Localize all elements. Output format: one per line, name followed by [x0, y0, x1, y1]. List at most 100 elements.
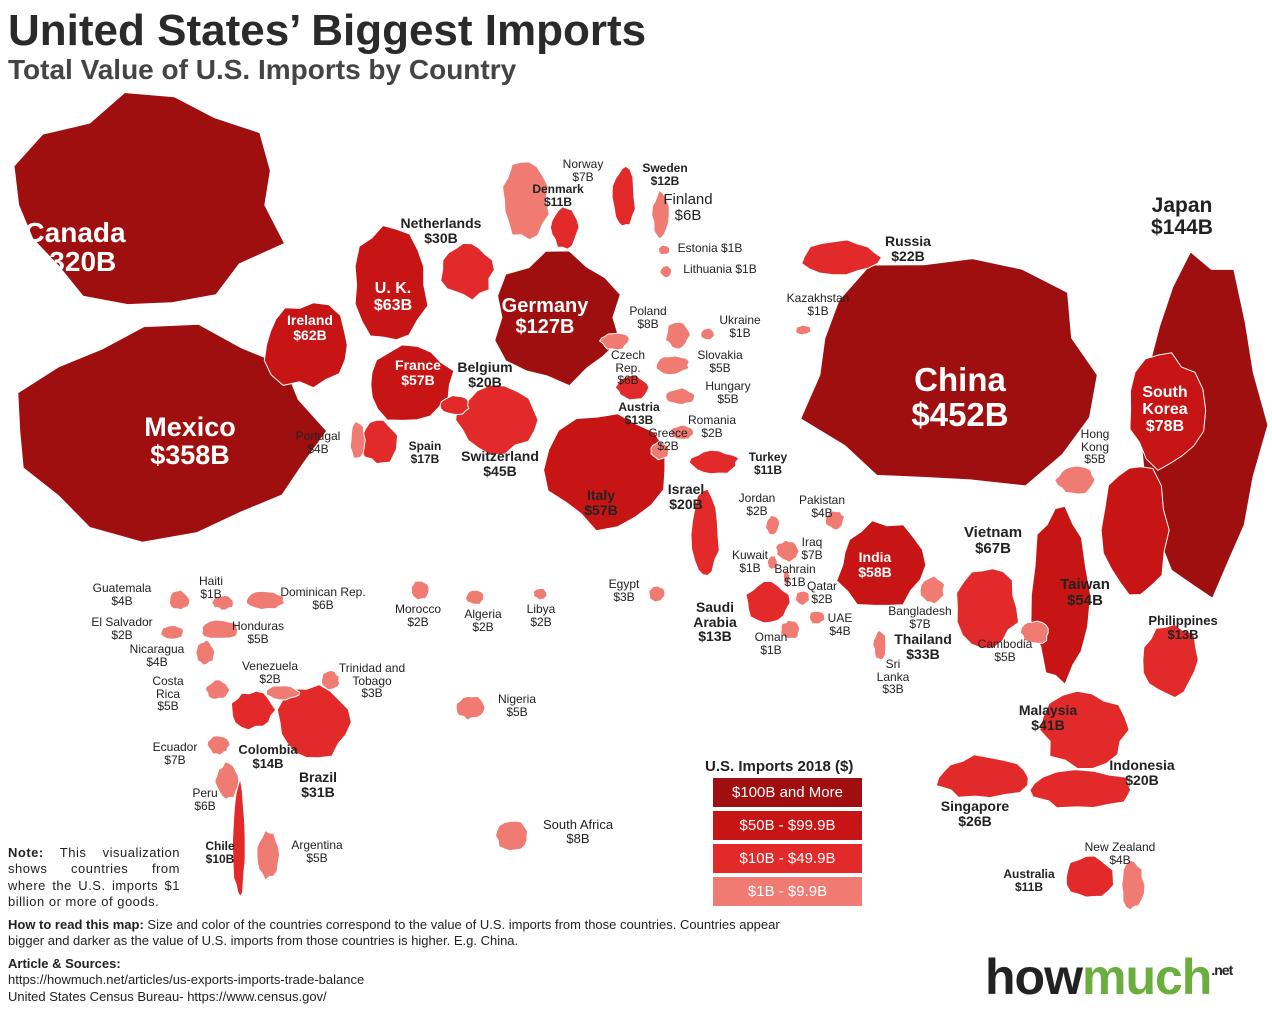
country-shape — [465, 589, 485, 605]
country-label: Thailand $33B — [894, 632, 952, 661]
country-shape — [230, 690, 277, 731]
country-label: Morocco $2B — [395, 603, 441, 628]
country-value: $2B — [746, 503, 768, 518]
country-label: Sri Lanka $3B — [873, 658, 913, 696]
country-label: Spain $17B — [409, 440, 442, 465]
country-label: Mexico $358B — [144, 413, 236, 470]
country-shape — [935, 754, 1029, 799]
country-shape — [766, 555, 779, 571]
country-shape — [824, 510, 846, 531]
country-value: $2B — [811, 591, 833, 606]
country-shape — [648, 585, 666, 603]
country-shape — [354, 224, 429, 341]
country-value: $1B — [729, 325, 751, 340]
country-value: $62B — [293, 326, 327, 343]
country-name: Vietnam — [963, 524, 1023, 541]
country-label: Chile $10B — [205, 840, 234, 865]
country-shape — [1039, 690, 1130, 769]
country-shape — [214, 761, 240, 800]
country-name: Lithuania — [683, 262, 733, 276]
country-shape — [211, 594, 234, 611]
sources-title: Article & Sources: — [8, 956, 121, 971]
country-value: $20B — [468, 373, 502, 390]
country-value: $5B — [717, 391, 739, 406]
country-label: El Salvador $2B — [91, 616, 152, 641]
country-shape — [201, 619, 239, 639]
country-label: Czech Rep. $6B — [603, 349, 653, 387]
country-shape — [1065, 855, 1115, 898]
country-shape — [231, 778, 246, 898]
country-name: Indonesia — [1109, 757, 1175, 773]
country-name: Egypt — [608, 577, 640, 591]
country-label: Portugal $4B — [296, 430, 341, 455]
country-name: Pakistan — [798, 493, 846, 507]
country-label: Finland $6B — [663, 192, 712, 224]
country-label: Costa Rica $5B — [143, 675, 193, 713]
country-shape — [320, 669, 341, 691]
country-name: Iraq — [801, 535, 823, 549]
country-value: $4B — [811, 505, 833, 520]
country-value: $1B — [739, 560, 761, 575]
country-name: Costa Rica — [152, 674, 184, 701]
country-name: Denmark — [532, 182, 584, 196]
legend-item: $100B and More — [713, 778, 862, 807]
country-label: Oman $1B — [755, 631, 788, 656]
source-line: https://howmuch.net/articles/us-exports-… — [8, 972, 365, 988]
country-shape — [774, 539, 800, 563]
country-name: Saudi Arabia — [693, 599, 737, 630]
country-name: Trinidad and Tobago — [338, 661, 406, 688]
country-value: $6B — [312, 597, 334, 612]
country-name: Poland — [629, 304, 667, 318]
country-value: $7B — [801, 547, 823, 562]
country-value: $8B — [566, 830, 590, 846]
country-label: Iraq $7B — [801, 536, 822, 561]
country-value: $13B — [698, 628, 732, 645]
country-shape — [919, 575, 946, 605]
country-value: $5B — [994, 649, 1016, 664]
country-value: $67B — [975, 539, 1011, 557]
country-name: Argentina — [291, 838, 343, 852]
country-name: Czech Rep. — [610, 348, 645, 375]
country-shape — [265, 685, 301, 701]
country-value: $13B — [624, 412, 654, 427]
country-shape — [195, 639, 216, 666]
country-name: Thailand — [894, 631, 952, 647]
country-label: Canada $320B — [24, 218, 125, 277]
country-value: $10B — [205, 851, 235, 866]
country-value: $452B — [911, 395, 1009, 433]
country-name: Austria — [618, 400, 660, 414]
country-shape — [795, 324, 812, 336]
country-name: Haiti — [198, 574, 224, 588]
country-shape — [501, 161, 550, 241]
country-value: $8B — [637, 316, 659, 331]
country-shape — [370, 344, 455, 421]
country-name: Belgium — [457, 359, 513, 375]
country-name: Mexico — [144, 412, 236, 442]
country-shape — [494, 250, 621, 387]
country-label: Saudi Arabia $13B — [680, 600, 750, 644]
country-name: Russia — [885, 233, 931, 249]
country-shape — [204, 679, 231, 700]
country-label: Ireland $62B — [287, 313, 333, 342]
country-name: Guatemala — [92, 581, 152, 595]
country-name: Ecuador — [152, 740, 198, 754]
country-name: Dominican Rep. — [280, 585, 366, 599]
country-value: $5B — [247, 631, 269, 646]
country-value: $2B — [111, 627, 133, 642]
country-name: Morocco — [394, 602, 442, 616]
country-label: South Africa $8B — [543, 818, 613, 845]
country-shape — [1019, 620, 1049, 644]
country-name: Nigeria — [497, 692, 537, 706]
country-shape — [836, 520, 927, 606]
country-shape — [655, 355, 691, 376]
country-label: New Zealand $4B — [1085, 841, 1156, 866]
country-label: Nicaragua $4B — [130, 643, 185, 668]
country-value: $1B — [784, 574, 806, 589]
country-value: $26B — [958, 812, 992, 829]
country-name: Spain — [408, 439, 442, 453]
country-shape — [543, 413, 666, 532]
country-label: Hungary $5B — [705, 380, 750, 405]
country-value: $2B — [259, 671, 281, 686]
